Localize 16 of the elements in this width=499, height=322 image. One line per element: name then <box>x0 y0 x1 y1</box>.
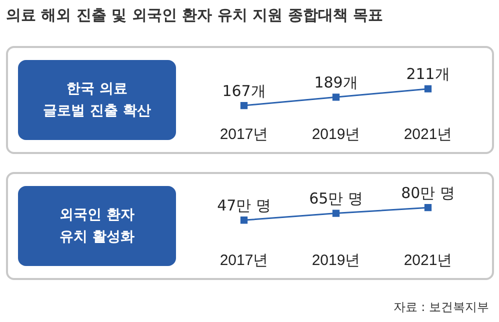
x-tick-label: 2019년 <box>312 252 360 270</box>
data-label: 189개 <box>314 74 358 92</box>
data-label: 47만 명 <box>217 196 271 215</box>
chart-title: 의료 해외 진출 및 외국인 환자 유치 지원 종합대책 목표 <box>6 6 383 25</box>
text: 자료 : 보건복지부 <box>393 299 489 316</box>
x-tick-label: 2019년 <box>312 126 360 144</box>
data-label: 65만 명 <box>309 190 363 208</box>
text: 외국인 환자 유치 활성화 <box>18 186 176 266</box>
x-tick-label: 2021년 <box>404 126 452 144</box>
x-tick-label: 2017년 <box>220 126 268 144</box>
data-label: 80만 명 <box>401 184 455 202</box>
x-tick-label: 2021년 <box>404 252 452 270</box>
chart-subtitle: 한국 의료 글로벌 진출 확산 <box>18 60 176 140</box>
data-label: 167개 <box>222 82 266 100</box>
data-label: 211개 <box>406 65 450 84</box>
x-tick-label: 2017년 <box>220 252 268 270</box>
